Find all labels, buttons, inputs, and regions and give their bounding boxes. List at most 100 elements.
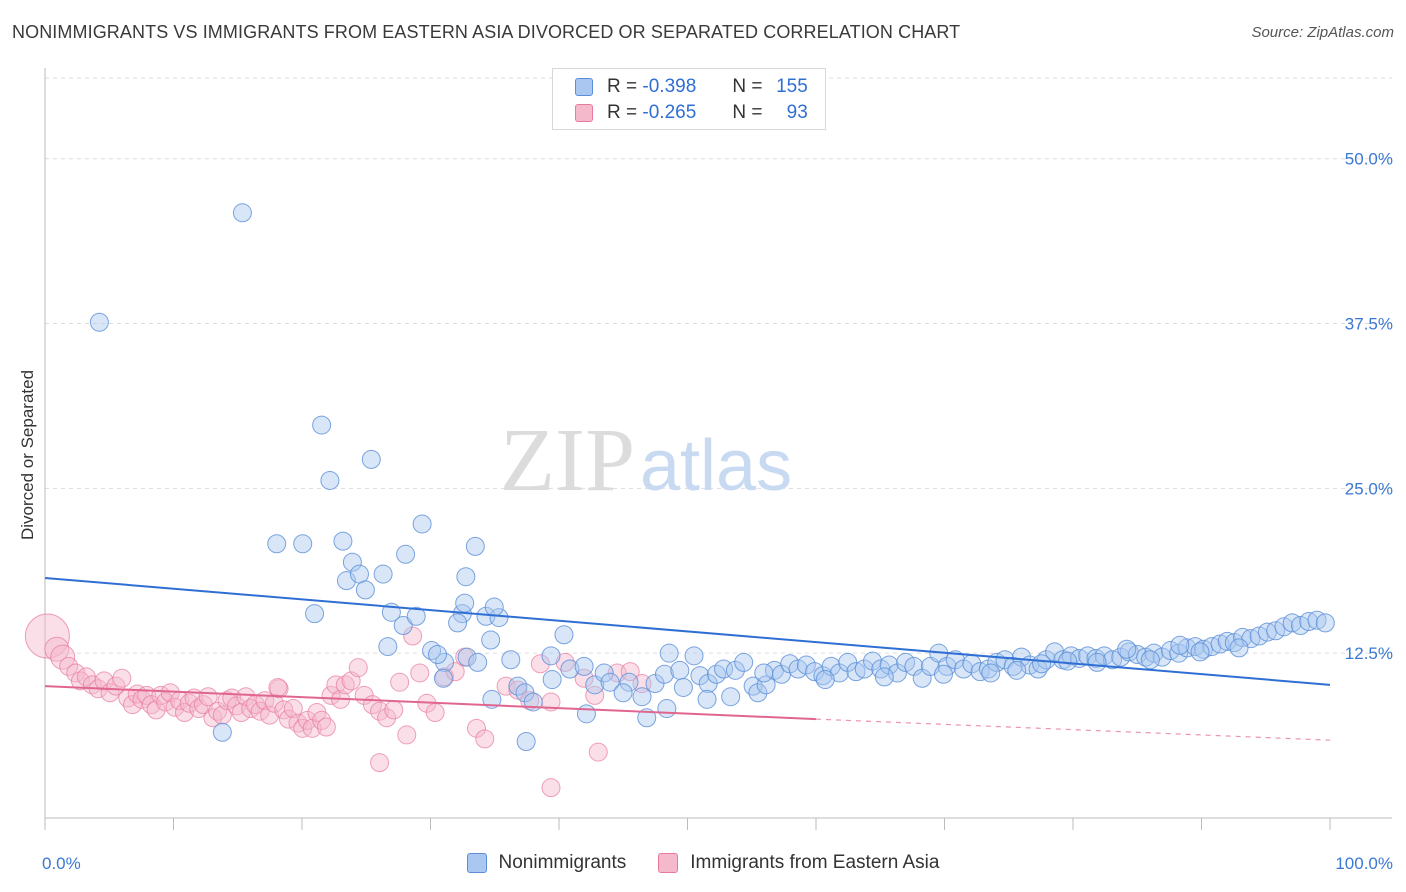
data-point-blue [541, 646, 561, 666]
data-point-blue [933, 664, 953, 684]
data-point-blue [508, 676, 528, 696]
data-point-pink [106, 676, 126, 696]
data-point-pink [541, 778, 561, 798]
series-legend-label: Nonimmigrants [498, 852, 627, 873]
data-point-blue [1170, 635, 1190, 655]
data-point-blue [349, 564, 369, 584]
axes [44, 68, 1392, 830]
data-point-blue [456, 567, 476, 587]
pink-series [24, 613, 652, 798]
data-point-blue [1299, 612, 1319, 632]
data-point-pink [269, 679, 289, 699]
source-label: Source: ZipAtlas.com [1251, 24, 1394, 41]
data-point-blue [725, 660, 745, 680]
data-point-blue [637, 708, 657, 728]
data-point-blue [854, 659, 874, 679]
series-legend-item-nonimmigrants: Nonimmigrants [466, 852, 627, 874]
data-point-blue [690, 666, 710, 686]
data-point-blue [412, 514, 432, 534]
watermark-atlas: atlas [640, 426, 792, 506]
data-point-blue [293, 534, 313, 554]
data-point-blue [396, 544, 416, 564]
y-tick-label: 50.0% [1345, 150, 1393, 169]
data-point-blue [89, 312, 109, 332]
data-point-pink [174, 703, 194, 723]
data-point-pink [620, 662, 640, 682]
data-point-blue [659, 643, 679, 663]
data-point-blue [554, 625, 574, 645]
data-point-blue [594, 663, 614, 683]
data-point-pink [370, 701, 390, 721]
data-point-pink [283, 699, 303, 719]
data-point-blue [1032, 654, 1052, 674]
data-point-blue [455, 593, 475, 613]
data-point-pink [321, 685, 341, 705]
watermark-zip: ZIP [500, 411, 635, 510]
legend-swatch-pink [575, 104, 593, 122]
data-point-pink [377, 708, 397, 728]
data-point-blue [879, 655, 899, 675]
data-point-pink [467, 718, 487, 738]
data-point-blue [1217, 631, 1237, 651]
data-point-blue [516, 732, 536, 752]
data-point-blue [501, 650, 521, 670]
data-point-pink [264, 693, 284, 713]
data-point-pink [370, 753, 390, 773]
data-point-blue [312, 415, 332, 435]
series-swatch-pink [658, 853, 679, 873]
data-point-pink [348, 658, 368, 678]
data-point-blue [721, 687, 741, 707]
chart-title: NONIMMIGRANTS VS IMMIGRANTS FROM EASTERN… [12, 22, 961, 42]
correlation-legend: R = -0.398 N = 155 R = -0.265 N = 93 [552, 68, 826, 130]
legend-r-label: R = [607, 76, 638, 97]
data-point-blue [697, 689, 717, 709]
data-point-blue [574, 656, 594, 676]
data-point-blue [754, 663, 774, 683]
data-point-blue [657, 699, 677, 719]
data-point-pink [530, 654, 550, 674]
data-point-blue [684, 646, 704, 666]
data-point-pink [397, 725, 417, 745]
data-point-blue [482, 689, 502, 709]
data-point-blue [333, 531, 353, 551]
data-point-blue [576, 704, 596, 724]
data-point-pink [112, 668, 132, 688]
data-point-blue [1058, 651, 1078, 671]
data-point-pink [146, 700, 166, 720]
data-point-blue [981, 663, 1001, 683]
legend-r-value-pink: -0.265 [642, 102, 697, 123]
data-point-pink [403, 626, 423, 646]
data-point-pink [435, 667, 455, 687]
x-tick-label: 0.0% [42, 854, 81, 873]
data-point-blue [748, 683, 768, 703]
data-point-blue [829, 663, 849, 683]
data-point-blue [654, 664, 674, 684]
data-point-pink [212, 705, 232, 725]
data-point-pink [260, 705, 280, 725]
legend-row-pink: R = -0.265 N = 93 [575, 101, 808, 125]
data-point-blue [1007, 660, 1027, 680]
data-point-blue [433, 668, 453, 688]
data-point-pink [390, 672, 410, 692]
blue-series [89, 203, 1335, 752]
y-tick-label: 37.5% [1345, 315, 1393, 334]
data-point-pink [588, 742, 608, 762]
data-point-blue [673, 677, 693, 697]
data-point-pink [156, 692, 176, 712]
y-tick-label: 12.5% [1345, 644, 1393, 663]
data-point-blue [378, 637, 398, 657]
data-point-blue [542, 670, 562, 690]
data-point-blue [305, 604, 325, 624]
gridlines [45, 77, 1392, 654]
data-point-blue [1140, 650, 1160, 670]
data-point-blue [1117, 639, 1137, 659]
data-point-blue [619, 672, 639, 692]
data-point-blue [468, 652, 488, 672]
series-legend: Nonimmigrants Immigrants from Eastern As… [0, 852, 1406, 874]
data-point-blue [212, 722, 232, 742]
data-point-blue [734, 652, 754, 672]
data-point-blue [427, 645, 447, 665]
data-point-blue [560, 659, 580, 679]
data-point-blue [320, 470, 340, 490]
